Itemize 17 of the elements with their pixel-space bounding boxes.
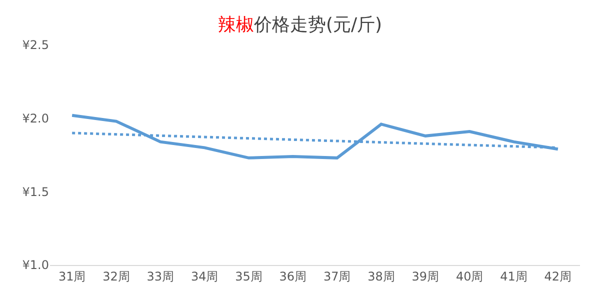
x-tick-label: 41周 — [500, 269, 528, 284]
x-tick-label: 38周 — [368, 269, 395, 284]
x-tick-label: 35周 — [235, 269, 262, 284]
x-tick-label: 33周 — [146, 269, 174, 284]
y-tick-label: ¥1.5 — [22, 184, 49, 199]
x-tick-label: 34周 — [190, 269, 218, 284]
chart-title: 辣椒价格走势(元/斤) — [218, 14, 382, 36]
x-tick-label: 39周 — [412, 269, 440, 284]
x-tick-label: 36周 — [279, 269, 307, 284]
x-tick-label: 31周 — [58, 269, 86, 284]
x-tick-label: 37周 — [323, 269, 351, 284]
x-tick-label: 42周 — [544, 269, 572, 284]
x-tick-label: 32周 — [102, 269, 130, 284]
x-tick-label: 40周 — [456, 269, 484, 284]
y-tick-label: ¥1.0 — [22, 258, 49, 272]
y-tick-label: ¥2.5 — [22, 38, 49, 52]
y-tick-label: ¥2.0 — [22, 112, 49, 126]
